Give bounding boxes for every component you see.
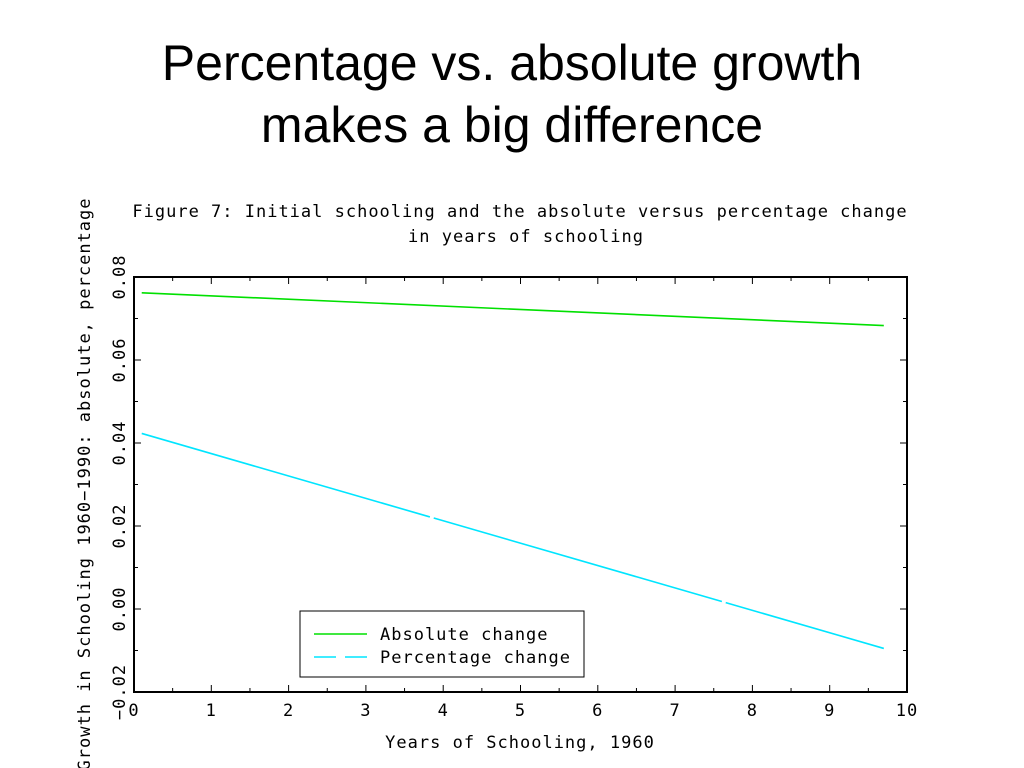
series-line-absolute-change: [141, 291, 884, 327]
y-axis-label: Growth in Schooling 1960−1990: absolute,…: [75, 198, 95, 768]
y-tick-label: 0.08: [110, 255, 130, 300]
series-line-percentage-change: [141, 432, 885, 650]
chart-title-line-2: in years of schooling: [408, 227, 644, 247]
legend-label-absolute: Absolute change: [380, 625, 549, 645]
y-tick-label: 0.06: [110, 338, 130, 383]
legend: Absolute change Percentage change: [299, 610, 585, 678]
x-tick-label: 6: [592, 701, 603, 721]
x-tick-label: 1: [206, 701, 217, 721]
x-tick-label: 3: [360, 701, 371, 721]
x-tick-label: 4: [438, 701, 449, 721]
chart-title-line-1: Figure 7: Initial schooling and the abso…: [132, 202, 907, 222]
y-axis: −0.02 0.00 0.02 0.04 0.06 0.08: [110, 255, 907, 720]
legend-box: [299, 610, 585, 678]
x-axis-label: Years of Schooling, 1960: [385, 733, 655, 753]
y-tick-label: 0.02: [110, 504, 130, 549]
slide-title: Percentage vs. absolute growth makes a b…: [0, 32, 1024, 156]
y-tick-label: −0.02: [110, 664, 130, 720]
x-tick-label: 8: [747, 701, 758, 721]
y-tick-label: 0.04: [110, 421, 130, 466]
legend-label-percentage: Percentage change: [380, 648, 571, 668]
x-axis: 0 1 2 3 4 5 6 7 8 9 10: [128, 277, 918, 721]
slide-title-line-1: Percentage vs. absolute growth: [161, 35, 863, 91]
y-tick-label: 0.00: [110, 587, 130, 632]
x-tick-label: 7: [669, 701, 680, 721]
x-tick-label: 10: [896, 701, 918, 721]
series-layer: [141, 291, 885, 650]
x-tick-label: 9: [824, 701, 835, 721]
x-tick-label: 2: [283, 701, 294, 721]
x-tick-label: 5: [515, 701, 526, 721]
slide-title-line-2: makes a big difference: [260, 97, 764, 153]
x-tick-label: 0: [128, 701, 139, 721]
